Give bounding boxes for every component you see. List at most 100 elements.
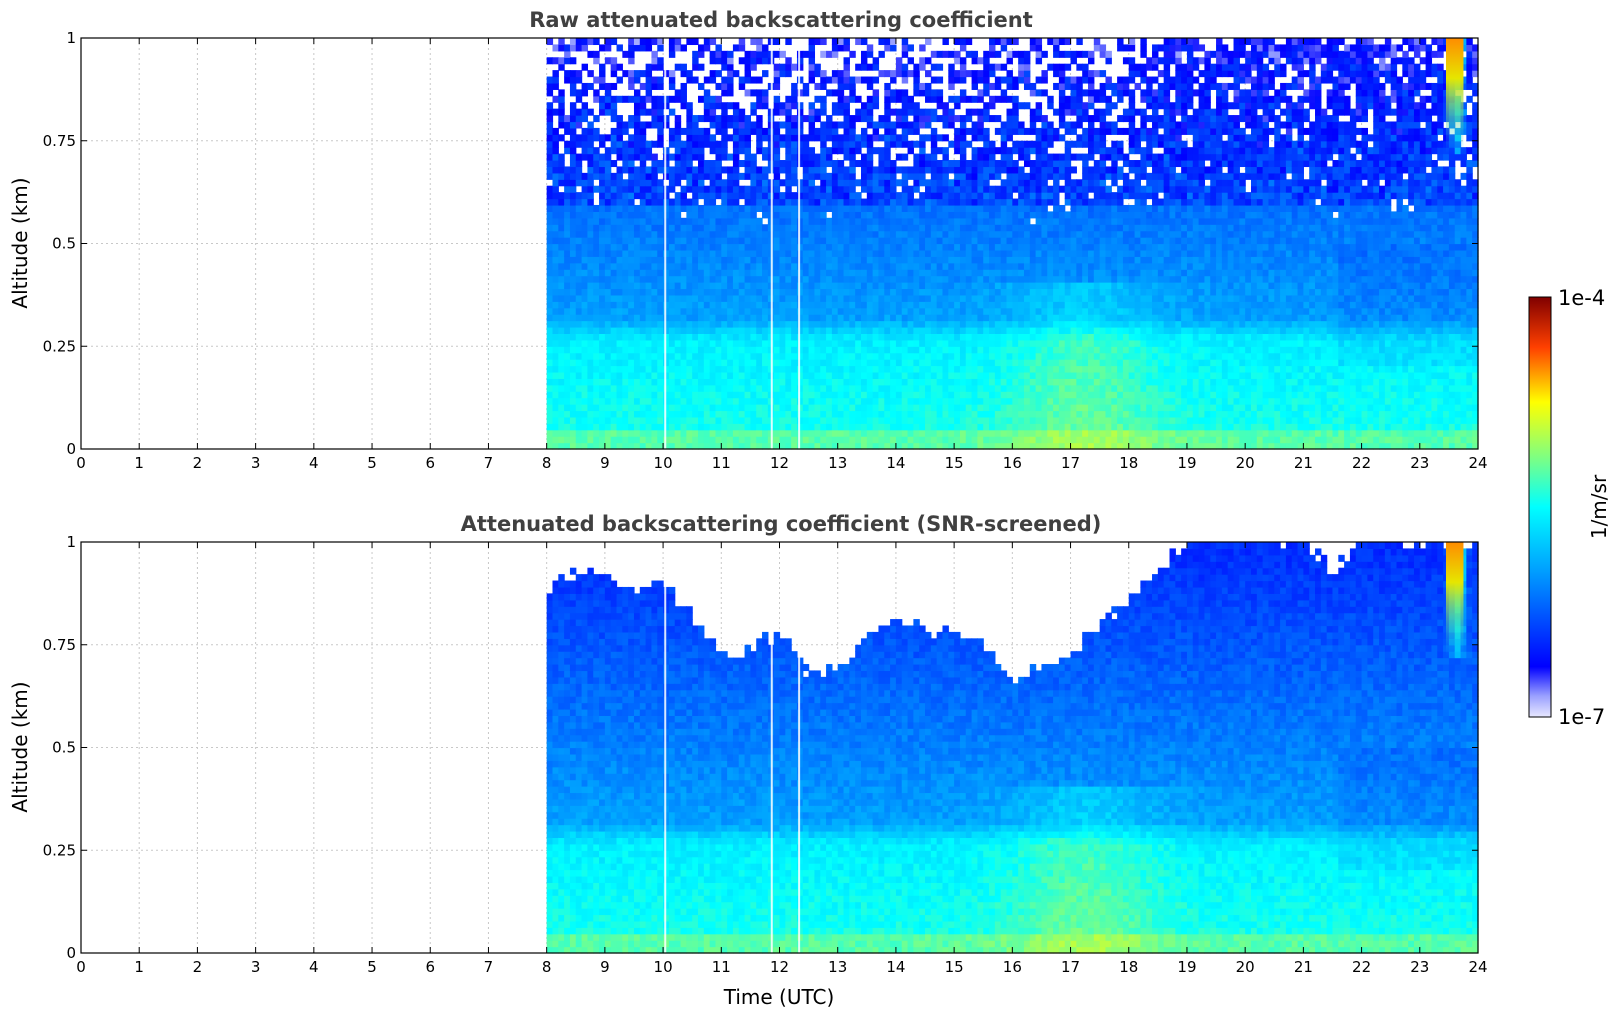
heatmap-cell [622,127,629,135]
heatmap-cell [750,320,757,328]
heatmap-cell [1041,262,1048,270]
heatmap-cell [884,262,891,270]
heatmap-cell [907,262,914,270]
heatmap-cell [890,256,897,264]
heatmap-cell [878,314,885,322]
heatmap-cell [849,301,856,309]
heatmap-cell [959,44,967,52]
heatmap-cell [698,192,705,200]
heatmap-cell [930,211,938,219]
heatmap-cell [569,166,577,174]
heatmap-cell [843,249,850,257]
heatmap-cell [826,76,833,84]
heatmap-cell [878,397,885,405]
heatmap-cell [686,365,693,373]
heatmap-cell [989,140,996,148]
heatmap-cell [1029,108,1037,116]
heatmap-cell [599,384,606,392]
heatmap-cell [709,326,717,334]
heatmap-cell [628,352,635,360]
heatmap-cell [651,179,658,187]
heatmap-cell [575,179,583,187]
heatmap-cell [773,121,781,129]
heatmap-cell [575,134,583,142]
heatmap-cell [628,314,635,322]
heatmap-cell [779,436,786,444]
heatmap-cell [1018,339,1025,347]
heatmap-cell [826,339,833,347]
heatmap-cell [715,339,722,347]
heatmap-cell [884,172,891,180]
heatmap-cell [599,153,606,161]
heatmap-cell [855,352,862,360]
heatmap-cell [610,404,618,412]
heatmap-cell [977,391,984,399]
heatmap-cell [750,269,757,277]
heatmap-cell [773,397,781,405]
heatmap-cell [587,237,594,245]
heatmap-cell [1029,339,1037,347]
heatmap-cell [919,301,926,309]
heatmap-cell [657,339,664,347]
heatmap-cell [925,230,932,238]
heatmap-cell [849,320,856,328]
heatmap-cell [878,371,885,379]
heatmap-cell [569,404,577,412]
heatmap-cell [721,416,728,424]
heatmap-cell [895,436,903,444]
heatmap-cell [878,115,885,123]
heatmap-cell [1006,384,1013,392]
heatmap-cell [709,185,717,193]
heatmap-cell [622,436,629,444]
heatmap-cell [965,436,973,444]
heatmap-cell [756,294,763,302]
heatmap-cell [878,230,885,238]
heatmap-cell [779,359,786,367]
heatmap-cell [628,230,635,238]
heatmap-cell [569,423,577,431]
heatmap-cell [546,294,554,302]
heatmap-cell [831,320,839,328]
heatmap-cell [692,192,699,200]
heatmap-cell [1035,192,1043,200]
heatmap-cell [925,307,932,315]
heatmap-cell [604,416,612,424]
backscatter-heatmap [546,38,1479,450]
heatmap-cell [709,320,717,328]
heatmap-cell [680,320,687,328]
heatmap-cell [715,160,722,168]
heatmap-cell [709,256,717,264]
heatmap-cell [1018,423,1025,431]
heatmap-cell [948,185,955,193]
heatmap-cell [744,70,751,78]
heatmap-cell [901,230,909,238]
heatmap-cell [1035,166,1043,174]
heatmap-cell [872,397,880,405]
heatmap-cell [692,326,699,334]
heatmap-cell [919,326,926,334]
heatmap-cell [820,326,827,334]
heatmap-cell [989,320,996,328]
heatmap-cell [959,256,967,264]
heatmap-cell [965,185,973,193]
heatmap-cell [1047,256,1054,264]
heatmap-cell [651,288,658,296]
heatmap-cell [581,404,589,412]
heatmap-cell [1053,429,1060,437]
heatmap-cell [971,160,979,168]
heatmap-cell [622,423,629,431]
heatmap-cell [657,442,664,450]
heatmap-cell [558,102,565,110]
heatmap-cell [750,307,757,315]
heatmap-cell [1029,384,1037,392]
heatmap-cell [779,371,786,379]
heatmap-cell [959,307,967,315]
heatmap-cell [1012,326,1019,334]
heatmap-cell [942,211,949,219]
heatmap-cell [616,230,623,238]
heatmap-cell [698,339,705,347]
heatmap-cell [907,320,914,328]
heatmap-cell [942,185,949,193]
heatmap-cell [791,160,798,168]
heatmap-cell [709,243,717,251]
